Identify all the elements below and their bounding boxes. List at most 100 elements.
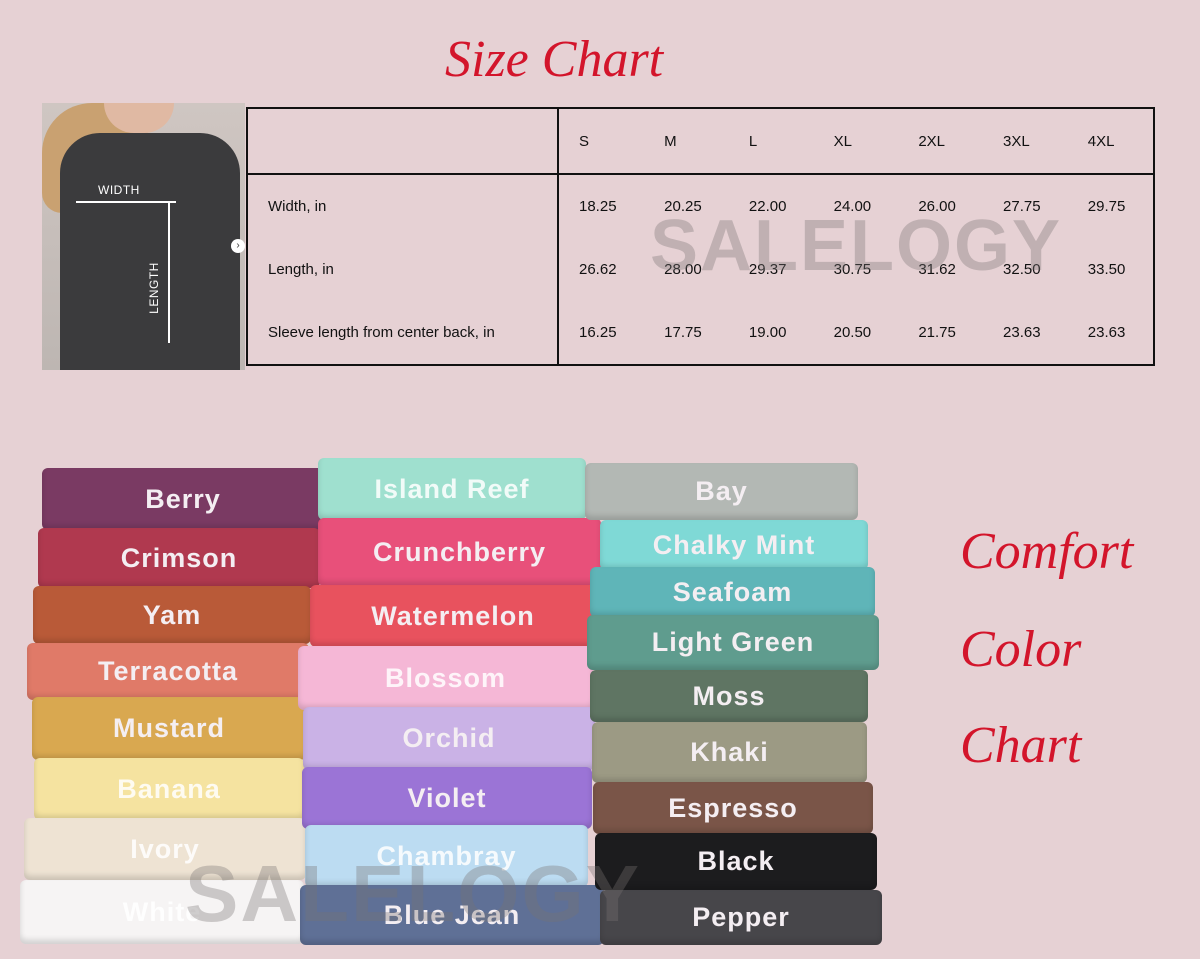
cell: 20.50 — [833, 323, 872, 341]
color-chart-title-line: Comfort — [960, 523, 1134, 580]
cell: 28.00 — [664, 260, 702, 278]
color-name: White — [122, 896, 202, 927]
color-name: Light Green — [651, 627, 815, 657]
color-swatch-orchid: Orchid — [303, 707, 595, 770]
color-swatch-yam: Yam — [33, 586, 311, 644]
color-swatch-island-reef: Island Reef — [318, 458, 586, 520]
color-swatch-pepper: Pepper — [600, 890, 882, 945]
length-arrow-icon — [168, 203, 170, 343]
color-name: Blue Jean — [383, 899, 521, 930]
color-name: Black — [697, 846, 775, 876]
tshirt-image — [60, 133, 240, 370]
color-swatch-violet: Violet — [302, 767, 592, 829]
cell: 31.62 — [918, 260, 956, 278]
color-name: Pepper — [692, 902, 790, 932]
cell: 33.50 — [1087, 260, 1126, 278]
cell: 26.00 — [918, 198, 956, 216]
row-label: Sleeve length from center back, in — [247, 300, 559, 365]
color-swatch-crimson: Crimson — [38, 528, 320, 588]
size-header-row: S M L XL 2XL 3XL 4XL — [247, 108, 1154, 175]
cell: 18.25 — [579, 198, 617, 216]
size-header: 4XL — [1067, 108, 1154, 175]
color-name: Espresso — [668, 792, 798, 823]
color-name: Seafoam — [672, 576, 793, 607]
color-swatch-moss: Moss — [590, 670, 868, 722]
cell: 23.63 — [1003, 323, 1041, 341]
color-swatch-black: Black — [595, 833, 877, 890]
header-blank-cell — [247, 108, 559, 175]
color-swatch-espresso: Espresso — [593, 782, 873, 834]
size-header: 2XL — [898, 108, 984, 175]
color-name: Island Reef — [374, 473, 530, 504]
next-image-chevron-icon[interactable]: › — [231, 239, 245, 253]
cell: 29.37 — [748, 260, 787, 278]
color-swatch-chalky-mint: Chalky Mint — [600, 520, 868, 570]
color-chart-title-line: Color — [960, 621, 1082, 678]
color-name: Violet — [407, 782, 487, 813]
cell: 29.75 — [1087, 198, 1126, 216]
size-header: XL — [813, 108, 899, 175]
color-swatch-khaki: Khaki — [592, 722, 867, 783]
cell: 16.25 — [579, 323, 617, 341]
color-swatch-watermelon: Watermelon — [310, 585, 596, 647]
color-name: Moss — [692, 680, 766, 711]
cell: 24.00 — [833, 198, 872, 216]
model-photo: WIDTH LENGTH › — [42, 103, 245, 370]
watermark: SALELOGY — [650, 206, 1063, 286]
color-name: Crimson — [120, 542, 238, 573]
color-swatch-seafoam: Seafoam — [590, 567, 875, 617]
width-label: WIDTH — [98, 183, 140, 197]
length-label: LENGTH — [146, 262, 161, 314]
cell: 32.50 — [1003, 260, 1041, 278]
color-swatch-blue-jean: Blue Jean — [300, 885, 604, 945]
size-header: M — [644, 108, 729, 175]
color-name: Mustard — [112, 713, 225, 743]
color-name: Khaki — [690, 737, 769, 767]
color-swatch-banana: Banana — [34, 758, 304, 820]
cell: 27.75 — [1003, 198, 1041, 216]
size-header: 3XL — [983, 108, 1068, 175]
cell: 22.00 — [748, 198, 787, 216]
color-swatch-bay: Bay — [585, 463, 858, 520]
color-name: Crunchberry — [372, 536, 547, 567]
color-swatch-crunchberry: Crunchberry — [318, 518, 601, 586]
color-name: Banana — [117, 773, 221, 804]
color-name: Terracotta — [97, 656, 239, 686]
color-name: Orchid — [402, 723, 496, 753]
color-name: Yam — [142, 599, 202, 630]
watermark: SALELOGY — [185, 849, 642, 938]
width-arrow-icon — [76, 201, 176, 203]
color-name: Berry — [145, 483, 221, 514]
cell: 19.00 — [748, 323, 787, 341]
table-row: Sleeve length from center back, in 16.25… — [247, 300, 1154, 365]
size-header: L — [728, 108, 814, 175]
size-chart-title: Size Chart — [445, 31, 664, 88]
table-row: Width, in 18.25 20.25 22.00 24.00 26.00 … — [247, 174, 1154, 239]
color-swatch-ivory: Ivory — [24, 818, 306, 880]
size-table: S M L XL 2XL 3XL 4XL Width, in 18.25 20.… — [246, 107, 1155, 366]
color-name: Chambray — [376, 840, 517, 871]
color-swatch-chambray: Chambray — [305, 825, 588, 887]
row-label: Width, in — [247, 174, 559, 239]
color-name: Chalky Mint — [652, 529, 816, 560]
cell: 17.75 — [664, 323, 702, 341]
color-swatch-white: White — [20, 880, 304, 944]
color-swatch-light-green: Light Green — [587, 615, 879, 670]
color-name: Ivory — [130, 833, 200, 864]
cell: 26.62 — [579, 260, 617, 278]
color-name: Watermelon — [371, 600, 535, 631]
color-swatch-mustard: Mustard — [32, 697, 306, 760]
color-name: Blossom — [384, 662, 507, 693]
cell: 20.25 — [664, 198, 702, 216]
cell: 21.75 — [918, 323, 956, 341]
row-label: Length, in — [247, 238, 559, 301]
size-header: S — [558, 108, 645, 175]
color-chart-title-line: Chart — [960, 717, 1082, 774]
color-swatch-berry: Berry — [42, 468, 324, 530]
cell: 30.75 — [833, 260, 872, 278]
color-swatch-terracotta: Terracotta — [27, 643, 309, 700]
cell: 23.63 — [1087, 323, 1126, 341]
color-name: Bay — [695, 476, 748, 506]
color-swatch-blossom: Blossom — [298, 646, 593, 710]
table-row: Length, in 26.62 28.00 29.37 30.75 31.62… — [247, 238, 1154, 301]
